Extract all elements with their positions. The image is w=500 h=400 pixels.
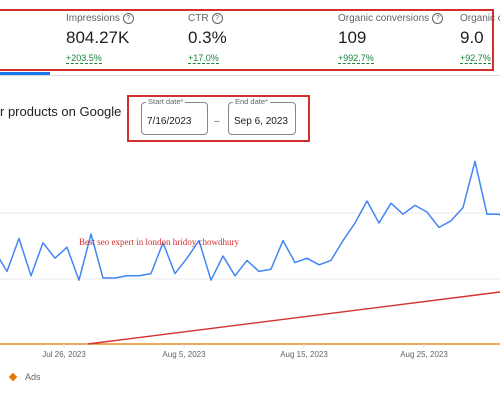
start-date-label: Start date* — [146, 97, 186, 106]
date-separator: – — [214, 116, 220, 127]
x-tick-label: Jul 26, 2023 — [42, 350, 86, 359]
help-icon[interactable]: ? — [211, 13, 223, 24]
kpi-value: 9.0 — [460, 28, 484, 47]
kpi-change: +203.5% — [66, 53, 102, 64]
kpi-change: +17.0% — [188, 53, 219, 64]
chart-annotation: Best seo expert in london hridoy chowdhu… — [79, 237, 239, 247]
kpi-impressions[interactable]: Impressions? 804.27K +203.5% — [66, 13, 134, 66]
start-date-value: 7/16/2023 — [147, 116, 192, 127]
kpi-label: Organic co — [460, 13, 500, 24]
series-line — [0, 160, 500, 281]
header-divider — [0, 75, 500, 76]
ads-legend-label: Ads — [25, 372, 41, 382]
kpi-label: Impressions — [66, 13, 120, 24]
kpi-label: Organic conversions — [338, 13, 430, 24]
kpi-organic-conversion-rate[interactable]: Organic co 9.0 +92.7% — [460, 13, 500, 66]
kpi-highlight-box — [0, 9, 494, 71]
help-icon[interactable]: ? — [122, 13, 134, 24]
start-date-field[interactable]: Start date* 7/16/2023 — [141, 97, 208, 135]
end-date-label: End date* — [233, 97, 270, 106]
x-tick-label: Aug 5, 2023 — [162, 350, 206, 359]
trend-line — [87, 291, 500, 345]
kpi-value: 109 — [338, 28, 367, 47]
end-date-field[interactable]: End date* Sep 6, 2023 — [228, 97, 296, 135]
kpi-value: 0.3% — [188, 28, 227, 47]
kpi-ctr[interactable]: CTR? 0.3% +17.0% — [188, 13, 227, 66]
ads-legend-icon — [8, 372, 18, 382]
x-tick-label: Aug 25, 2023 — [400, 350, 448, 359]
date-range-highlight-box — [127, 95, 310, 142]
kpi-change: +992.7% — [338, 53, 374, 64]
kpi-organic-conversions[interactable]: Organic conversions? 109 +992.7% — [338, 13, 444, 66]
active-tab-indicator — [0, 72, 50, 75]
performance-line-chart: Jul 26, 2023 Aug 5, 2023 Aug 15, 2023 Au… — [0, 160, 500, 359]
kpi-value: 804.27K — [66, 28, 130, 47]
kpi-label: CTR — [188, 13, 209, 24]
x-tick-label: Aug 15, 2023 — [280, 350, 328, 359]
chart-legend[interactable]: Ads — [8, 372, 41, 382]
end-date-value: Sep 6, 2023 — [234, 116, 288, 127]
help-icon[interactable]: ? — [432, 13, 444, 24]
section-title: r products on Google — [0, 104, 122, 119]
kpi-change: +92.7% — [460, 53, 491, 64]
